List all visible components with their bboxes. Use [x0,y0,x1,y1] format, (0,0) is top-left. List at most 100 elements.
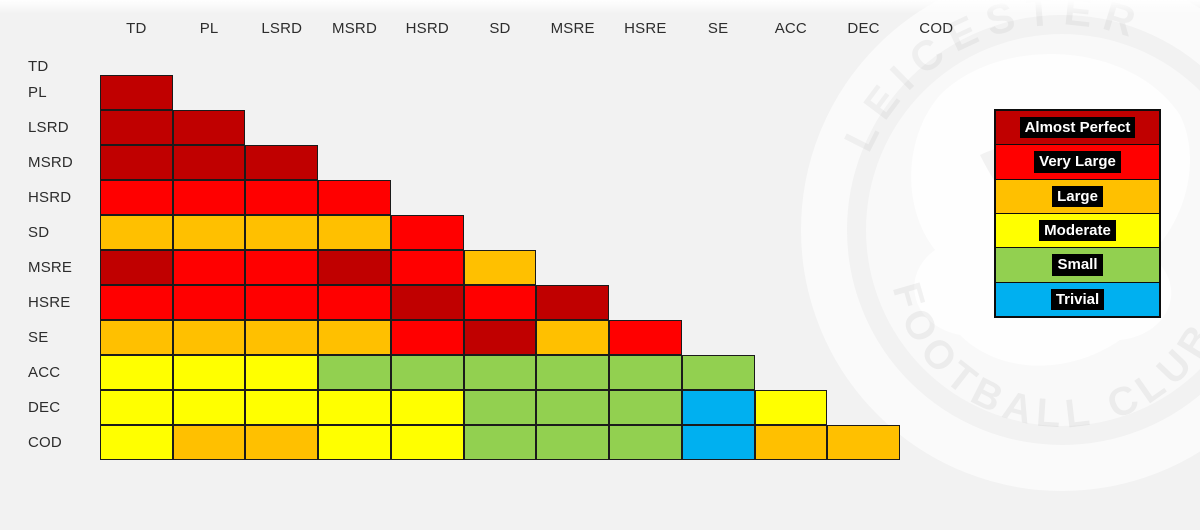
cell-msre-sd [464,250,536,285]
cell-hsre-sd [464,285,536,320]
cell-cod-lsrd [245,425,318,460]
top-light-band [0,0,1200,14]
row-label-acc: ACC [28,364,61,381]
cell-sd-lsrd [245,215,318,250]
cell-hsrd-pl [173,180,245,215]
effect-size-legend: Almost Perfect Very Large Large Moderate Sma… [994,109,1161,318]
legend-label-small: Small [1052,254,1103,276]
cell-acc-se [682,355,755,390]
column-header-cod: COD [919,20,954,37]
legend-label-almost-perfect: Almost Perfect [1019,116,1136,139]
cell-dec-msre [536,390,609,425]
cell-cod-td [100,425,173,460]
row-label-msre: MSRE [28,259,73,276]
cell-sd-pl [173,215,245,250]
cell-hsre-td [100,285,173,320]
row-label-lsrd: LSRD [28,119,69,136]
cell-se-hsrd [391,320,464,355]
cell-dec-acc [755,390,827,425]
row-label-cod: COD [28,434,62,451]
cell-cod-sd [464,425,536,460]
cell-cod-hsre [609,425,682,460]
cell-msre-hsrd [391,250,464,285]
legend-row-almost-perfect: Almost Perfect [996,111,1159,146]
legend-label-trivial: Trivial [1050,288,1105,311]
slide-background: LEICESTER FOOTBALL CLUB TDPLLSRDMSRDHSRD… [0,0,1200,461]
cell-sd-hsrd [391,215,464,250]
column-header-acc: ACC [774,20,807,37]
legend-row-very-large: Very Large [996,145,1159,180]
cell-dec-hsre [609,390,682,425]
cell-acc-lsrd [245,355,318,390]
cell-hsre-pl [173,285,245,320]
cell-hsre-msre [536,285,609,320]
cell-acc-msrd [318,355,391,390]
cell-acc-pl [173,355,245,390]
cell-hsrd-lsrd [245,180,318,215]
column-header-pl: PL [199,20,219,37]
cell-cod-pl [173,425,245,460]
cell-msre-pl [173,250,245,285]
cell-msre-msrd [318,250,391,285]
cell-msrd-lsrd [245,145,318,180]
cell-se-hsre [609,320,682,355]
cell-cod-msrd [318,425,391,460]
cell-cod-dec [827,425,900,460]
legend-label-large: Large [1052,185,1103,208]
column-header-hsre: HSRE [624,20,667,37]
cell-se-msre [536,320,609,355]
cell-lsrd-td [100,110,173,145]
column-header-sd: SD [489,20,511,37]
cell-msrd-pl [173,145,245,180]
cell-acc-sd [464,355,536,390]
column-headers: TD PL LSRD MSRD HSRD SD MSRE HSRE SE ACC DEC COD [100,20,973,42]
column-header-dec: DEC [847,20,880,37]
cell-cod-msre [536,425,609,460]
column-header-msre: MSRE [550,20,595,37]
cell-hsre-msrd [318,285,391,320]
row-label-msrd: MSRD [28,154,73,171]
cell-se-pl [173,320,245,355]
legend-label-moderate: Moderate [1039,219,1116,242]
cell-msre-lsrd [245,250,318,285]
cell-lsrd-pl [173,110,245,145]
row-label-pl: PL [28,84,47,101]
matrix [100,75,901,461]
cell-acc-msre [536,355,609,390]
column-header-td: TD [126,20,147,37]
cell-hsre-hsrd [391,285,464,320]
cell-pl-td [100,75,173,110]
cell-dec-lsrd [245,390,318,425]
cell-se-lsrd [245,320,318,355]
cell-msre-td [100,250,173,285]
cell-dec-hsrd [391,390,464,425]
cell-se-td [100,320,173,355]
row-label-dec: DEC [28,399,61,416]
column-header-se: SE [707,20,729,37]
legend-row-moderate: Moderate [996,213,1159,249]
cell-dec-sd [464,390,536,425]
cell-dec-pl [173,390,245,425]
column-header-msrd: MSRD [332,20,377,37]
legend-row-large: Large [996,179,1159,214]
cell-dec-msrd [318,390,391,425]
cell-dec-td [100,390,173,425]
cell-se-sd [464,320,536,355]
row-label-hsre: HSRE [28,294,71,311]
row-label-se: SE [28,329,49,346]
legend-label-very-large: Very Large [1034,151,1121,173]
row-label-sd: SD [28,224,50,241]
cell-acc-hsrd [391,355,464,390]
cell-hsre-lsrd [245,285,318,320]
cell-dec-se [682,390,755,425]
cell-sd-msrd [318,215,391,250]
cell-sd-td [100,215,173,250]
cell-acc-hsre [609,355,682,390]
cell-acc-td [100,355,173,390]
legend-row-trivial: Trivial [996,282,1159,316]
cell-msrd-td [100,145,173,180]
cell-cod-hsrd [391,425,464,460]
column-header-hsrd: HSRD [405,20,449,37]
cell-se-msrd [318,320,391,355]
cell-cod-se [682,425,755,460]
